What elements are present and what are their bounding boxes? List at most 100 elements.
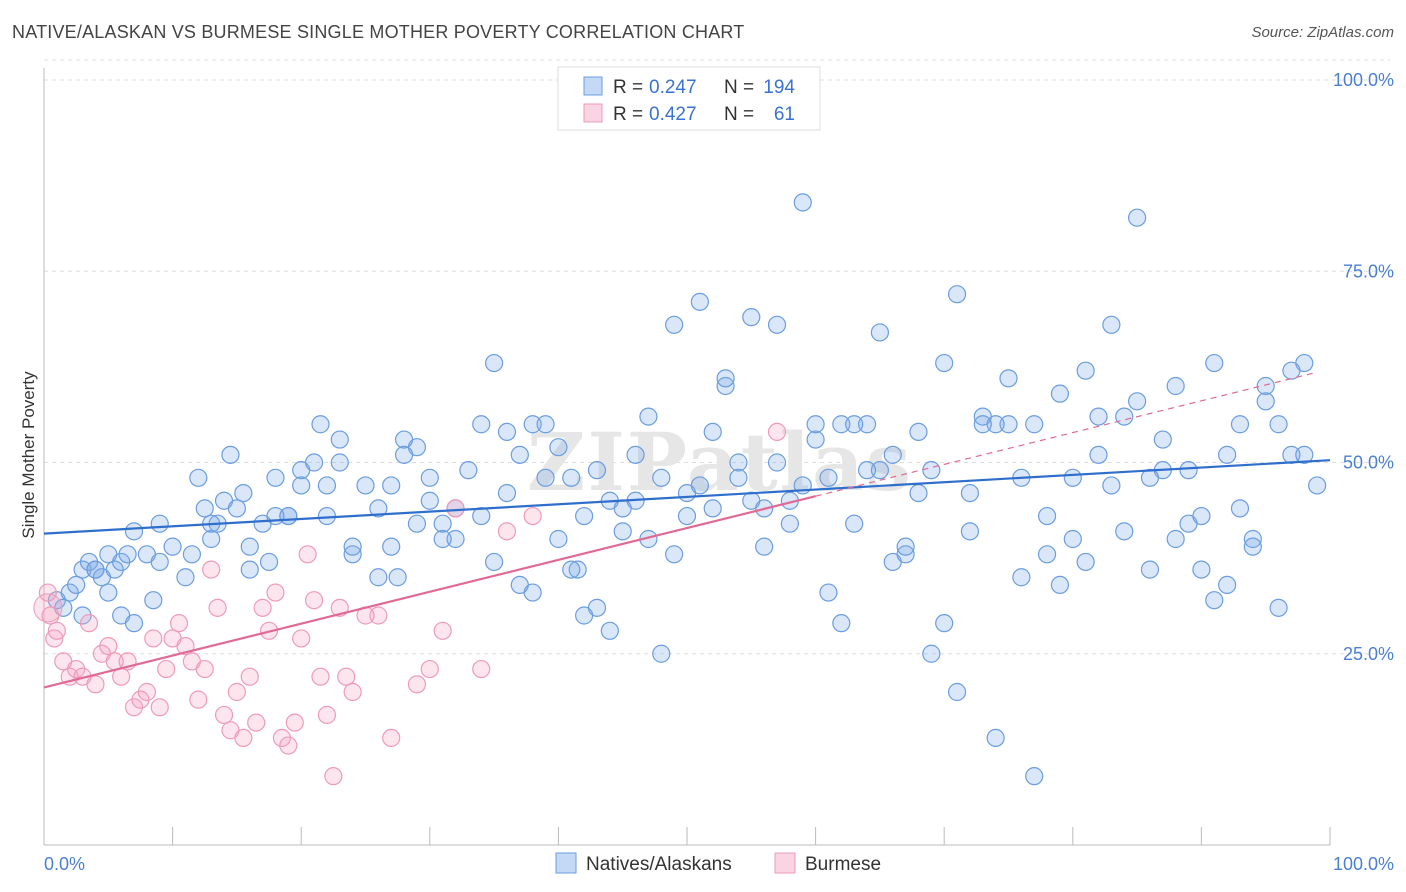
natives-point [1025,415,1044,434]
burmese-point [343,682,362,702]
natives-point [99,583,118,602]
natives-point [1063,468,1082,487]
trend-line-natives [43,459,1331,535]
natives-point [1115,407,1134,426]
natives-point [240,560,259,579]
natives-point [124,522,144,541]
natives-point [1102,476,1121,495]
burmese-point [137,682,156,702]
burmese-point [369,606,388,625]
legend-n-value-burmese: 61 [774,104,795,125]
natives-point [575,506,594,526]
natives-point [1269,415,1288,434]
natives-point [767,453,787,472]
natives-point [485,353,504,373]
natives-point [1192,560,1211,579]
natives-point [1076,552,1095,572]
natives-point [729,453,748,472]
natives-point [973,415,992,434]
burmese-point [292,629,311,648]
natives-point [1256,392,1275,411]
natives-point [947,682,967,702]
natives-point [227,499,246,518]
natives-point [266,468,285,487]
natives-point [536,468,555,487]
natives-point [523,583,542,602]
natives-point [433,529,452,549]
natives-point [394,445,414,464]
natives-point [202,529,221,549]
natives-point [677,506,697,526]
natives-point [870,461,890,480]
legend-r-value-burmese: 0.427 [649,104,697,125]
natives-point [562,560,581,579]
natives-point [259,552,279,572]
natives-point [1012,568,1031,587]
burmese-point [150,698,169,717]
legend-label-burmese: Burmese [805,854,881,875]
natives-point [189,468,208,487]
natives-point [1037,545,1057,564]
natives-point [1308,476,1327,495]
natives-point [767,315,787,334]
natives-point [1166,529,1185,549]
axes [43,68,1331,846]
burmese-point [189,690,208,709]
natives-point [562,468,581,487]
natives-point [369,568,388,587]
natives-point [1205,353,1224,373]
natives-point [1063,529,1082,549]
burmese-point [144,629,163,648]
burmese-point [497,522,517,541]
burmese-point [472,659,491,679]
natives-point [742,308,761,327]
natives-point [909,484,928,503]
natives-point [510,445,529,464]
natives-point [343,545,362,564]
natives-point [1269,598,1288,617]
burmese-point [99,636,118,656]
natives-point [124,614,144,633]
natives-point [118,545,137,564]
natives-point [690,292,709,311]
natives-point [600,621,619,640]
natives-point [652,468,671,487]
trend-line-burmese [43,495,816,689]
legend-swatch-burmese [774,852,796,874]
y-tick-label: 75.0% [1343,261,1394,281]
natives-point [857,461,877,480]
natives-point [1256,376,1275,396]
burmese-point [382,728,401,748]
natives-point [896,545,915,564]
natives-point [195,499,214,518]
natives-point [388,568,407,587]
legend-label-natives: Natives/Alaskans [586,854,732,875]
y-tick-label: 25.0% [1343,644,1394,664]
natives-point [420,491,439,510]
trend-line-burmese-extrapolated [815,371,1318,497]
burmese-point [33,593,63,623]
chart-title: NATIVE/ALASKAN VS BURMESE SINGLE MOTHER … [12,22,745,42]
burmese-point [195,659,214,679]
natives-point [729,468,748,487]
natives-point [472,415,491,434]
natives-point [819,468,838,487]
burmese-point [407,675,427,694]
burmese-point [298,545,317,564]
x-tick-label-max: 100.0% [1333,854,1394,874]
natives-point [883,445,902,464]
natives-point [568,560,587,579]
burmese-point [285,713,304,732]
natives-point [407,514,427,533]
natives-point [960,484,980,503]
series-burmese [33,422,787,786]
natives-point [343,537,362,556]
legend-n-value-natives: 194 [763,77,795,98]
burmese-point [311,667,330,686]
legend-r-value-natives: 0.247 [649,77,697,98]
burmese-point [214,705,234,725]
natives-point [317,476,337,495]
natives-point [1230,499,1250,518]
legend-r-label: R = [613,77,643,98]
